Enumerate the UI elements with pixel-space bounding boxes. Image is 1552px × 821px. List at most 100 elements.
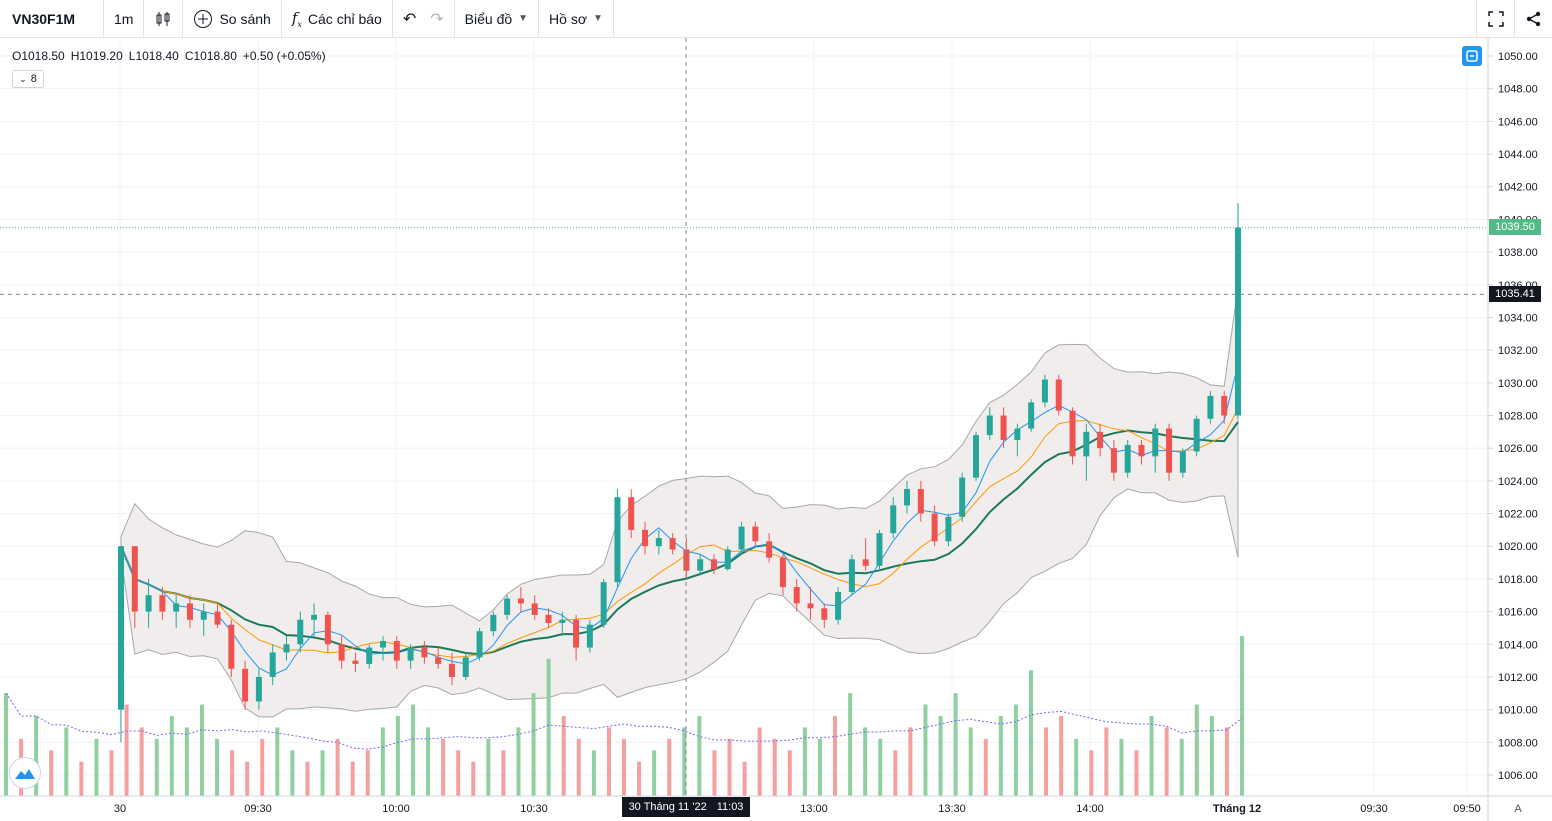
time-tick-label: 13:00 bbox=[800, 803, 828, 815]
candle-body bbox=[448, 663, 455, 677]
volume-bar bbox=[380, 727, 385, 796]
volume-bar bbox=[863, 727, 868, 796]
last-price-tag: 1039.50 bbox=[1489, 219, 1541, 235]
tradingview-logo-icon[interactable] bbox=[9, 757, 41, 789]
candle-body bbox=[959, 477, 966, 517]
price-tick-label: 1032.00 bbox=[1498, 345, 1538, 357]
volume-bar bbox=[260, 738, 265, 796]
ma-slow-line bbox=[120, 421, 1239, 656]
bollinger-band bbox=[120, 286, 1239, 718]
chart-style-button[interactable] bbox=[144, 0, 184, 38]
volume-bar bbox=[64, 727, 69, 796]
legend-high: H1019.20 bbox=[70, 49, 123, 63]
candle-body bbox=[848, 559, 855, 592]
volume-bar bbox=[1164, 727, 1169, 796]
candle-body bbox=[1097, 431, 1104, 449]
candle-body bbox=[393, 641, 400, 661]
indicators-label: Các chỉ báo bbox=[307, 10, 382, 27]
toolbar-right bbox=[1476, 0, 1552, 38]
volume-bar bbox=[893, 750, 898, 796]
volume-bar bbox=[591, 750, 596, 796]
volume-bar bbox=[320, 750, 325, 796]
volume-bar bbox=[199, 704, 204, 796]
volume-bar bbox=[215, 738, 220, 796]
volume-bar bbox=[305, 761, 310, 796]
compare-button[interactable]: So sánh bbox=[183, 0, 282, 38]
volume-bar bbox=[1059, 716, 1064, 796]
candle-body bbox=[214, 611, 221, 625]
volume-bar bbox=[938, 716, 943, 796]
price-chart[interactable]: 1050.001048.001046.001044.001042.001040.… bbox=[0, 38, 1552, 821]
auto-scale-button[interactable]: A bbox=[1514, 803, 1522, 815]
candle-body bbox=[228, 624, 235, 669]
candle-body bbox=[1152, 428, 1159, 457]
volume-bar bbox=[1104, 727, 1109, 796]
volume-bar bbox=[606, 727, 611, 796]
time-axis[interactable]: 30 09:30 10:00 10:30 13:00 13:30 14:00 Tháng 12… bbox=[114, 803, 1481, 815]
fullscreen-button[interactable] bbox=[1476, 0, 1514, 38]
volume-bar bbox=[968, 727, 973, 796]
candle-body bbox=[655, 538, 662, 547]
chart-settings-button[interactable] bbox=[1462, 46, 1482, 66]
volume-bar bbox=[365, 750, 370, 796]
candle-body bbox=[986, 415, 993, 436]
add-circle-icon bbox=[194, 9, 213, 28]
symbol-search[interactable]: VN30F1M bbox=[0, 0, 104, 38]
profile-menu-label: Hồ sơ bbox=[549, 10, 588, 27]
volume-bar bbox=[275, 727, 280, 796]
candle-body bbox=[738, 526, 745, 550]
candle-body bbox=[1124, 444, 1131, 473]
candle-body bbox=[1110, 448, 1117, 473]
candle-body bbox=[586, 624, 593, 648]
volume-bar bbox=[441, 738, 446, 796]
candle-body bbox=[1055, 379, 1062, 411]
volume-bar bbox=[79, 761, 84, 796]
volume-bar bbox=[410, 704, 415, 796]
volume-bar bbox=[426, 727, 431, 796]
volume-bar bbox=[516, 727, 521, 796]
price-tick-label: 1016.00 bbox=[1498, 607, 1538, 619]
interval-button[interactable]: 1m bbox=[104, 0, 145, 38]
volume-bar bbox=[1240, 636, 1244, 796]
legend-low: L1018.40 bbox=[128, 49, 179, 63]
undo-icon[interactable]: ↶ bbox=[402, 10, 417, 28]
chart-pane[interactable]: 1050.001048.001046.001044.001042.001040.… bbox=[0, 38, 1552, 821]
candle-body bbox=[242, 668, 249, 702]
legend-open: O1018.50 bbox=[12, 49, 65, 63]
volume-bar bbox=[742, 761, 747, 796]
volume-bar bbox=[124, 704, 129, 796]
candle-body bbox=[876, 533, 883, 566]
volume-bar bbox=[290, 750, 295, 796]
candle-body bbox=[145, 595, 152, 612]
profile-menu-button[interactable]: Hồ sơ ▼ bbox=[539, 0, 614, 38]
redo-icon[interactable]: ↷ bbox=[430, 10, 444, 28]
function-icon: fx bbox=[291, 8, 302, 29]
share-button[interactable] bbox=[1514, 0, 1552, 38]
interval-label: 1m bbox=[114, 10, 134, 27]
price-tick-label: 1006.00 bbox=[1498, 770, 1538, 782]
candle-body bbox=[407, 647, 414, 661]
price-tick-label: 1024.00 bbox=[1498, 476, 1538, 488]
chart-menu-button[interactable]: Biểu đồ ▼ bbox=[455, 0, 540, 38]
candle-body bbox=[862, 559, 869, 566]
candle-body bbox=[931, 513, 938, 542]
candle-body bbox=[904, 489, 911, 506]
candles-icon bbox=[156, 11, 170, 26]
candle-body bbox=[352, 660, 359, 664]
volume-bar bbox=[4, 693, 8, 796]
chevron-down-icon: ⌄ bbox=[19, 73, 27, 84]
volume-bar bbox=[848, 693, 853, 796]
candle-body bbox=[1138, 444, 1145, 457]
price-axis[interactable]: 1050.001048.001046.001044.001042.001040.… bbox=[1488, 51, 1538, 782]
candle-body bbox=[1193, 418, 1200, 452]
candle-body bbox=[1221, 395, 1228, 416]
indicators-button[interactable]: fx Các chỉ báo bbox=[282, 0, 393, 38]
candle-body bbox=[752, 526, 759, 542]
volume-bar bbox=[34, 716, 39, 796]
volume-bar bbox=[154, 738, 159, 796]
price-tick-label: 1028.00 bbox=[1498, 411, 1538, 423]
volume-bar bbox=[456, 750, 461, 796]
candle-body bbox=[642, 529, 649, 547]
indicators-collapse-toggle[interactable]: ⌄ 8 bbox=[12, 70, 44, 88]
chart-menu-label: Biểu đồ bbox=[464, 10, 513, 27]
